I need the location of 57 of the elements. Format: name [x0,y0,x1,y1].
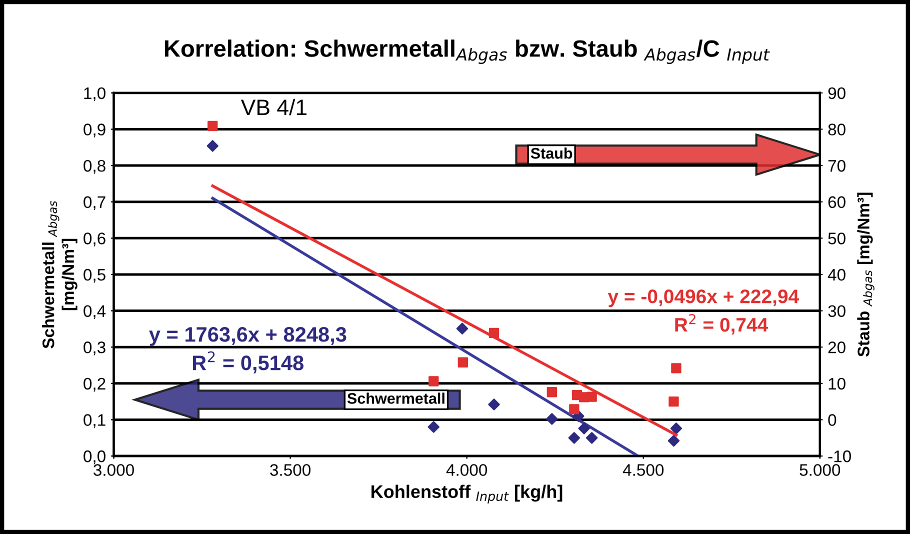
y2-tick-label: 80 [828,124,846,136]
point [208,120,218,132]
annotation: R$^{2}$ = 0,744 [675,314,768,335]
point [206,140,219,152]
point [546,387,558,398]
y2-tick-label: 40 [828,268,846,281]
annotation: R$^{2}$ = 0,5148 [192,351,304,374]
y2-tick-label: 50 [828,232,846,244]
y-tick-label: 0,2 [84,378,106,392]
point [668,396,679,407]
y-tick-label: 1,0 [84,87,106,102]
series-label: Schwermetall [347,392,444,404]
point [586,432,598,444]
y2-tick-label: 20 [828,342,846,354]
point [670,422,682,434]
annotation: y = 1763,6x + 8248,3 [149,327,346,346]
y2-tick-label: 0 [828,414,836,426]
point [568,432,580,444]
annotation: y = -0,0496x + 222,94 [608,290,799,308]
y-tick-label: 0,5 [84,268,106,283]
point [586,392,597,402]
y2-tick-label: 30 [828,305,846,317]
y2-tick-label: -10 [828,450,851,462]
chart-title: Korrelation: Schwermetall$_{Abgas}$ bzw. Staub $_{Abgas}$/C $_{Input}$ [165,40,770,64]
y-tick-label: 0,1 [84,414,106,428]
y2-tick-label: 90 [828,87,846,100]
x-tick-label: 3.000 [94,464,134,476]
y-axis-title: Schwermetall $_{Abgas}$ [mg/Nm³] [42,200,78,348]
y2-axis-title: Staub $_{Abgas}$ [mg/Nm³] [857,192,874,357]
text: Staub [530,148,572,159]
y-tick-label: 0,0 [84,450,106,464]
point [569,404,580,414]
x-tick-label: 4.000 [446,464,488,476]
y-tick-label: 0,3 [84,342,106,356]
y2-tick-label: 60 [828,196,846,208]
x-tick-label: 4.500 [622,464,664,476]
point [578,422,590,434]
x-tick-label: 5.000 [800,464,840,476]
y2-tick-label: 70 [828,160,846,172]
point [671,363,682,374]
y-tick-label: 0,4 [84,305,106,319]
y2-tick-label: 10 [828,378,846,390]
annotation: VB 4/1 [240,98,306,116]
point [428,376,439,386]
y-tick-label: 0,8 [84,160,106,174]
y-tick-label: 0,6 [84,232,106,246]
point [428,421,440,433]
point [488,328,500,338]
point [456,322,468,334]
point [546,413,558,425]
point [668,434,680,447]
y-tick-label: 0,9 [84,124,106,138]
point [458,357,468,368]
y-tick-label: 0,7 [84,196,106,210]
x-tick-label: 3.500 [270,464,310,476]
x-axis-title: Kohlenstoff $_{Input}$ [kg/h] [372,484,562,504]
point [488,398,500,410]
